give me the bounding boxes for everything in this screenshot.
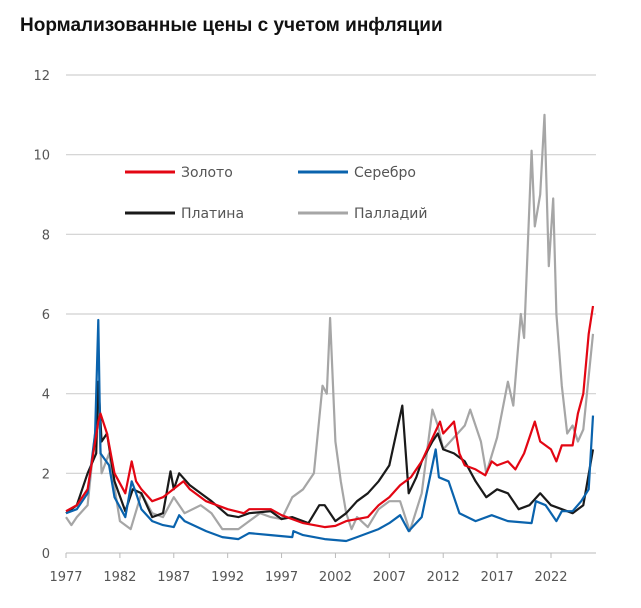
x-tick-label: 1997	[265, 570, 298, 585]
y-tick-label: 10	[33, 149, 50, 164]
legend-label: Платина	[181, 206, 244, 222]
y-tick-label: 0	[42, 547, 50, 562]
y-tick-label: 2	[42, 467, 50, 482]
x-tick-label: 2017	[481, 570, 514, 585]
x-tick-label: 1987	[157, 570, 190, 585]
series-line-3	[65, 380, 595, 525]
y-tick-label: 4	[42, 388, 50, 403]
x-tick-label: 1992	[211, 570, 244, 585]
y-tick-label: 12	[33, 69, 50, 84]
y-tick-label: 6	[42, 308, 50, 323]
x-tick-label: 2002	[319, 570, 352, 585]
series-line-1	[65, 305, 595, 529]
x-tick-label: 2022	[534, 570, 567, 585]
legend-label: Золото	[181, 165, 233, 181]
series-line-4	[65, 113, 595, 533]
x-tick-label: 1977	[49, 570, 82, 585]
series-line-2	[65, 318, 595, 543]
legend-label: Палладий	[354, 206, 427, 222]
y-tick-label: 8	[42, 228, 50, 243]
legend-label: Серебро	[354, 165, 416, 181]
chart-title: Нормализованные цены с учетом инфляции	[20, 15, 443, 36]
x-tick-label: 2012	[427, 570, 460, 585]
x-tick-label: 1982	[103, 570, 136, 585]
x-tick-label: 2007	[373, 570, 406, 585]
